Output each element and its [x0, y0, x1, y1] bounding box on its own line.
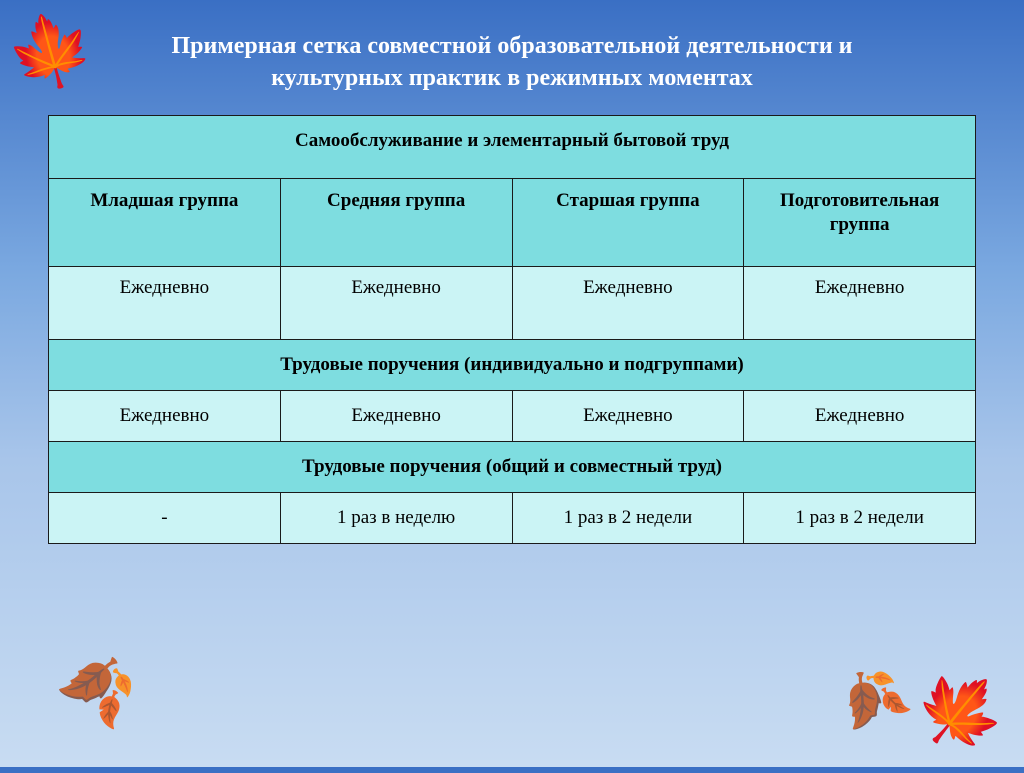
- cell: Ежедневно: [512, 267, 744, 340]
- schedule-table-wrap: Самообслуживание и элементарный бытовой …: [48, 115, 976, 545]
- section-header-1: Самообслуживание и элементарный бытовой …: [49, 115, 976, 178]
- table-row: Трудовые поручения (индивидуально и подг…: [49, 340, 976, 391]
- cell: Ежедневно: [744, 267, 976, 340]
- leaf-icon: 🍂: [828, 660, 913, 740]
- cell: Ежедневно: [49, 391, 281, 442]
- leaf-icon: 🍂: [51, 644, 144, 730]
- cell: Ежедневно: [512, 391, 744, 442]
- cell: -: [49, 493, 281, 544]
- col-header: Подготовительная группа: [744, 178, 976, 267]
- section-header-3: Трудовые поручения (общий и совместный т…: [49, 442, 976, 493]
- table-row: Младшая группа Средняя группа Старшая гр…: [49, 178, 976, 267]
- col-header: Младшая группа: [49, 178, 281, 267]
- table-row: Самообслуживание и элементарный бытовой …: [49, 115, 976, 178]
- cell: Ежедневно: [280, 267, 512, 340]
- leaf-icon: 🍁: [901, 654, 1019, 770]
- section-header-2: Трудовые поручения (индивидуально и подг…: [49, 340, 976, 391]
- col-header: Средняя группа: [280, 178, 512, 267]
- cell: 1 раз в 2 недели: [744, 493, 976, 544]
- cell: Ежедневно: [280, 391, 512, 442]
- col-header: Старшая группа: [512, 178, 744, 267]
- table-row: Ежедневно Ежедневно Ежедневно Ежедневно: [49, 391, 976, 442]
- cell: Ежедневно: [49, 267, 281, 340]
- cell: 1 раз в 2 недели: [512, 493, 744, 544]
- table-row: - 1 раз в неделю 1 раз в 2 недели 1 раз …: [49, 493, 976, 544]
- table-row: Ежедневно Ежедневно Ежедневно Ежедневно: [49, 267, 976, 340]
- table-row: Трудовые поручения (общий и совместный т…: [49, 442, 976, 493]
- slide-title: Примерная сетка совместной образовательн…: [0, 0, 1024, 115]
- schedule-table: Самообслуживание и элементарный бытовой …: [48, 115, 976, 545]
- cell: 1 раз в неделю: [280, 493, 512, 544]
- cell: Ежедневно: [744, 391, 976, 442]
